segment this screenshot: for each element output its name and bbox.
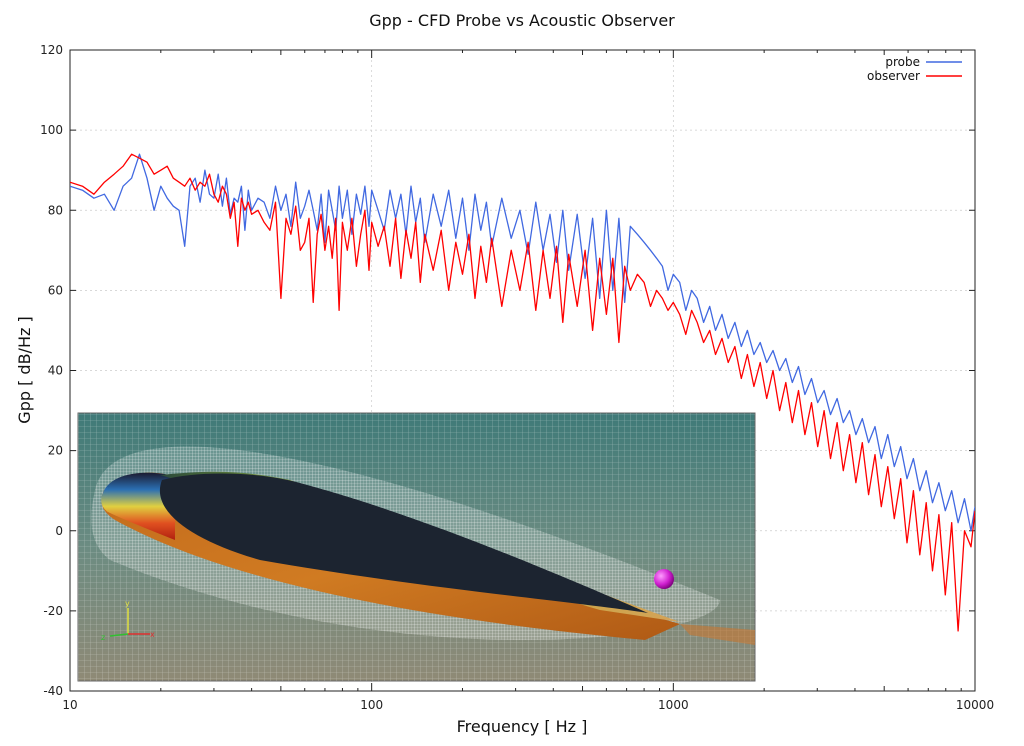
axes-triad-y-label: y bbox=[125, 599, 130, 608]
y-tick-label: 120 bbox=[40, 43, 63, 57]
legend-label-observer: observer bbox=[867, 69, 920, 83]
y-tick-label: 100 bbox=[40, 123, 63, 137]
airfoil-cfd-inset-image: y x z bbox=[77, 412, 756, 682]
x-tick-label: 10000 bbox=[956, 698, 994, 712]
y-tick-label: -20 bbox=[43, 604, 63, 618]
y-tick-label: 60 bbox=[48, 283, 63, 297]
y-axis-title: Gpp [ dB/Hz ] bbox=[15, 316, 34, 423]
x-tick-label: 1000 bbox=[658, 698, 689, 712]
airfoil-leading-edge bbox=[101, 472, 175, 540]
series-layer bbox=[70, 153, 975, 632]
x-tick-label: 100 bbox=[360, 698, 383, 712]
y-tick-label: 80 bbox=[48, 203, 63, 217]
x-axis: 10 100 1000 10000 bbox=[62, 50, 994, 712]
x-tick-label: 10 bbox=[62, 698, 77, 712]
axes-triad-z-label: z bbox=[101, 633, 105, 642]
axes-triad-icon: y x z bbox=[101, 599, 155, 642]
wake bbox=[680, 624, 755, 645]
observer-sphere-icon bbox=[654, 569, 674, 589]
series-line-probe bbox=[70, 153, 975, 532]
y-tick-label: -40 bbox=[43, 684, 63, 698]
x-axis-title: Frequency [ Hz ] bbox=[457, 717, 588, 736]
y-tick-label: 40 bbox=[48, 364, 63, 378]
chart-title: Gpp - CFD Probe vs Acoustic Observer bbox=[369, 11, 675, 30]
y-tick-label: 0 bbox=[55, 524, 63, 538]
series-line-observer bbox=[70, 153, 975, 632]
y-tick-label: 20 bbox=[48, 444, 63, 458]
legend-label-probe: probe bbox=[885, 55, 920, 69]
airfoil-section bbox=[159, 473, 648, 613]
axes-triad-x-label: x bbox=[150, 630, 155, 639]
y-axis: -40 -20 0 20 40 60 80 100 120 bbox=[40, 43, 975, 698]
